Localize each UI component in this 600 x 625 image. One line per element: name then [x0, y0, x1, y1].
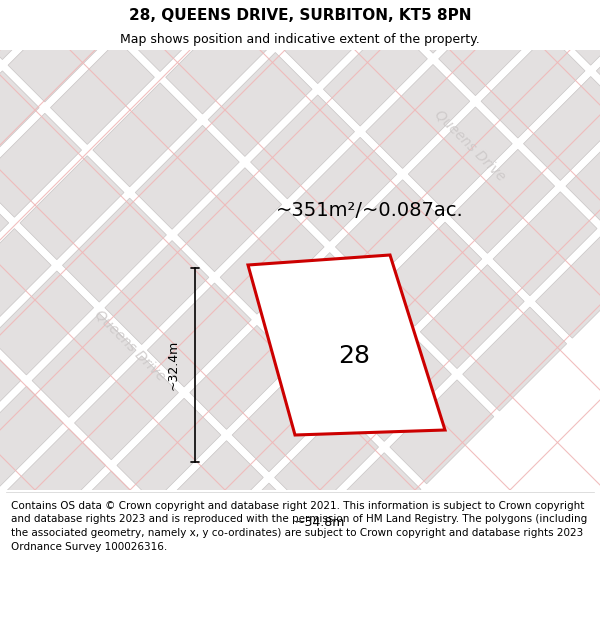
Polygon shape	[263, 253, 367, 356]
Polygon shape	[93, 83, 197, 187]
Polygon shape	[0, 0, 70, 59]
Polygon shape	[178, 168, 281, 272]
Polygon shape	[172, 598, 275, 625]
Polygon shape	[129, 556, 233, 625]
Polygon shape	[0, 386, 63, 490]
Polygon shape	[0, 271, 94, 375]
Polygon shape	[481, 34, 585, 138]
Polygon shape	[420, 264, 524, 369]
Polygon shape	[136, 125, 239, 229]
Polygon shape	[323, 22, 427, 126]
Polygon shape	[378, 222, 482, 326]
Polygon shape	[50, 41, 154, 144]
Polygon shape	[81, 0, 185, 29]
Polygon shape	[335, 180, 439, 284]
Polygon shape	[0, 344, 21, 447]
Polygon shape	[439, 0, 542, 96]
Text: 28, QUEENS DRIVE, SURBITON, KT5 8PN: 28, QUEENS DRIVE, SURBITON, KT5 8PN	[129, 8, 471, 22]
Polygon shape	[0, 186, 9, 290]
Polygon shape	[220, 210, 324, 314]
Text: ~34.8m: ~34.8m	[295, 516, 345, 529]
Polygon shape	[366, 64, 470, 169]
Text: 28: 28	[338, 344, 371, 368]
Polygon shape	[123, 0, 227, 72]
Polygon shape	[347, 338, 451, 441]
Polygon shape	[451, 149, 554, 253]
Polygon shape	[117, 398, 221, 502]
Polygon shape	[0, 229, 51, 332]
Polygon shape	[408, 107, 512, 211]
Polygon shape	[493, 192, 597, 296]
Polygon shape	[390, 380, 494, 484]
Polygon shape	[317, 452, 421, 557]
Text: Map shows position and indicative extent of the property.: Map shows position and indicative extent…	[120, 32, 480, 46]
Polygon shape	[160, 441, 263, 544]
Text: Contains OS data © Crown copyright and database right 2021. This information is : Contains OS data © Crown copyright and d…	[11, 501, 587, 552]
Polygon shape	[8, 0, 112, 102]
Polygon shape	[14, 586, 118, 625]
Polygon shape	[396, 0, 500, 53]
Polygon shape	[86, 514, 190, 618]
Polygon shape	[148, 283, 251, 387]
Polygon shape	[62, 198, 166, 302]
Polygon shape	[463, 307, 566, 411]
Text: Queens Drive: Queens Drive	[432, 107, 508, 183]
Polygon shape	[166, 10, 269, 114]
Polygon shape	[354, 0, 458, 11]
Polygon shape	[293, 138, 397, 241]
Polygon shape	[305, 295, 409, 399]
Polygon shape	[275, 410, 379, 514]
Text: ~32.4m: ~32.4m	[167, 340, 179, 390]
Polygon shape	[202, 483, 306, 587]
Polygon shape	[208, 52, 312, 156]
Polygon shape	[0, 71, 39, 175]
Polygon shape	[511, 0, 600, 22]
Polygon shape	[239, 0, 343, 41]
Polygon shape	[566, 119, 600, 223]
Polygon shape	[0, 544, 75, 625]
Polygon shape	[554, 0, 600, 65]
Polygon shape	[281, 0, 385, 84]
Polygon shape	[32, 313, 136, 418]
Polygon shape	[244, 526, 348, 625]
Text: ~351m²/~0.087ac.: ~351m²/~0.087ac.	[276, 201, 464, 219]
Polygon shape	[20, 156, 124, 259]
Polygon shape	[524, 76, 600, 181]
Polygon shape	[232, 368, 336, 472]
Text: Queens Drive: Queens Drive	[92, 307, 168, 383]
Polygon shape	[0, 0, 27, 17]
Polygon shape	[536, 234, 600, 338]
Polygon shape	[248, 255, 445, 435]
Polygon shape	[596, 4, 600, 107]
Polygon shape	[251, 95, 355, 199]
Polygon shape	[0, 113, 82, 218]
Polygon shape	[190, 326, 293, 429]
Polygon shape	[2, 429, 106, 532]
Polygon shape	[105, 241, 209, 344]
Polygon shape	[0, 501, 33, 606]
Polygon shape	[44, 471, 148, 575]
Polygon shape	[74, 356, 178, 460]
